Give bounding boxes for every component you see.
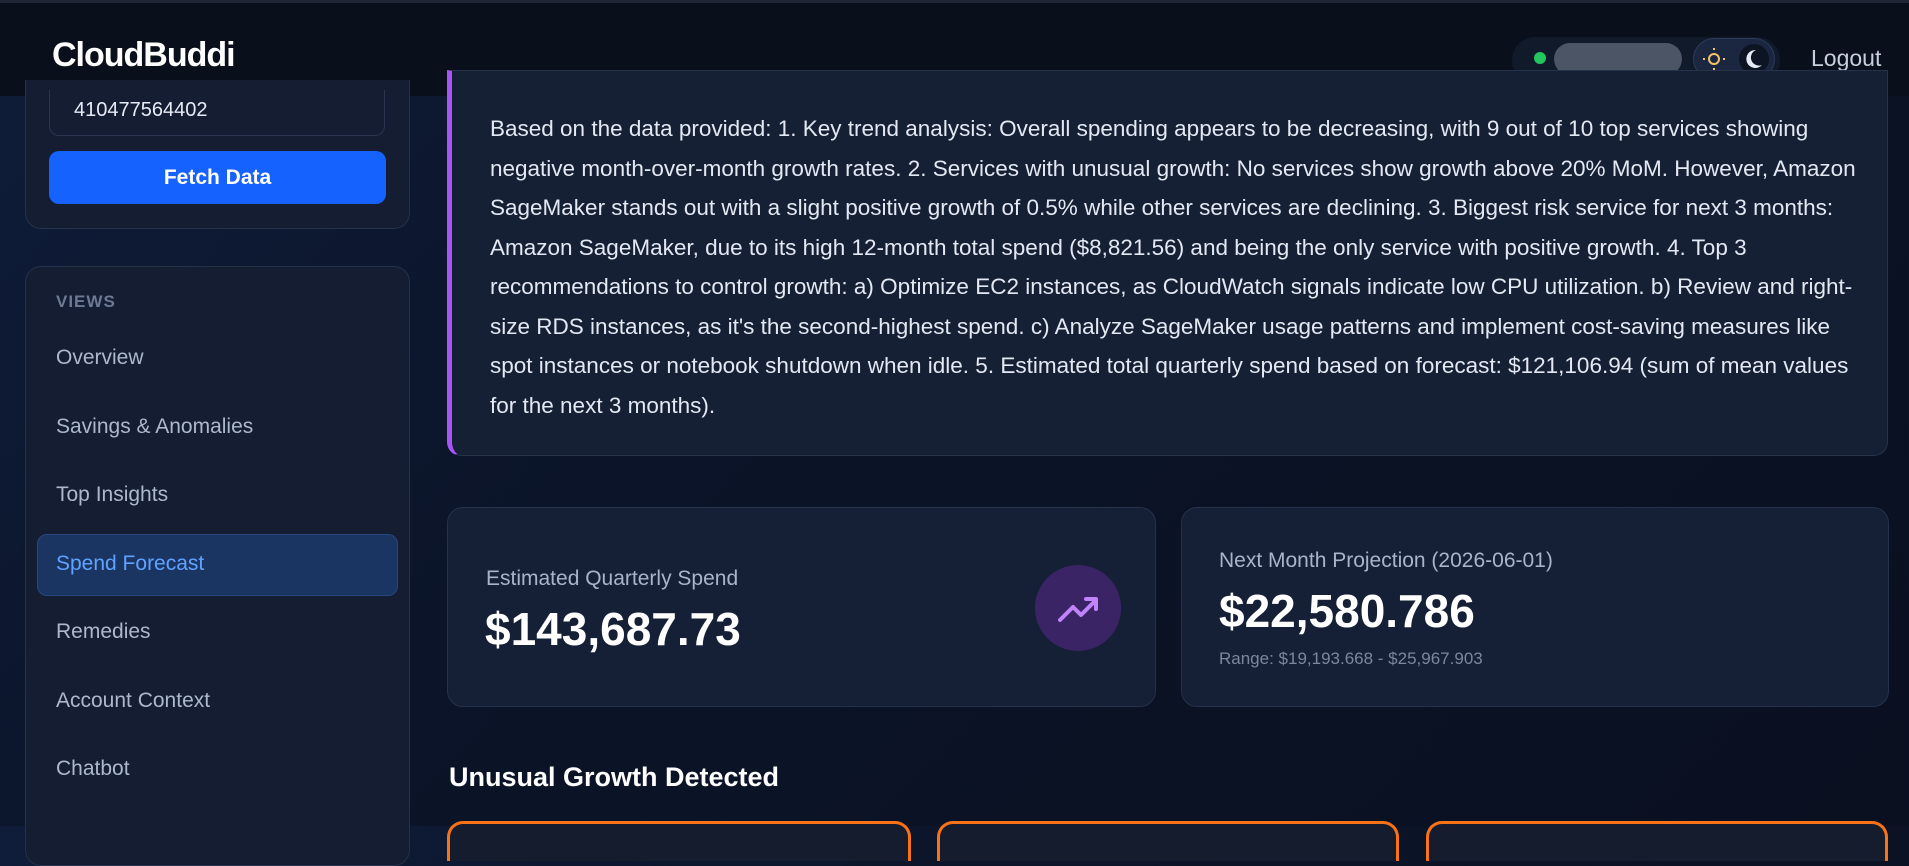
fetch-button[interactable]: Fetch Data xyxy=(49,151,386,204)
nav-item[interactable]: Overview xyxy=(56,346,144,369)
user-pill[interactable] xyxy=(1554,43,1682,75)
views-label: VIEWS xyxy=(56,292,116,311)
card-value: $22,580.786 xyxy=(1219,585,1475,637)
nav-item[interactable]: Top Insights xyxy=(56,483,169,506)
section-title: Unusual Growth Detected xyxy=(449,762,780,792)
card-label: Estimated Quarterly Spend xyxy=(486,567,739,590)
card-label: Next Month Projection (2026-06-01) xyxy=(1219,549,1553,572)
quarterly-card: Estimated Quarterly Spend $143,687.73 xyxy=(447,507,1156,707)
trend-icon xyxy=(1035,565,1121,651)
nav-item[interactable]: Savings & Anomalies xyxy=(56,415,254,438)
account-input[interactable]: 410477564402 xyxy=(49,90,385,136)
active-highlight xyxy=(37,534,398,596)
growth-card xyxy=(1426,821,1888,861)
nav-item[interactable]: Account Context xyxy=(56,689,211,712)
nav-item[interactable]: Remedies xyxy=(56,620,151,643)
theme-icons xyxy=(1703,44,1769,74)
card-range: Range: $19,193.668 - $25,967.903 xyxy=(1219,649,1483,668)
card-value: $143,687.73 xyxy=(485,603,741,655)
nav-item[interactable]: Spend Forecast xyxy=(56,552,205,575)
growth-card xyxy=(937,821,1399,861)
insight-text: Based on the data provided: 1. Key trend… xyxy=(447,70,1888,456)
status-dot xyxy=(1534,52,1546,64)
logout[interactable]: Logout xyxy=(1811,45,1882,71)
projection-card: Next Month Projection (2026-06-01) $22,5… xyxy=(1181,507,1889,707)
growth-card xyxy=(447,821,911,861)
logo[interactable]: CloudBuddi xyxy=(52,36,236,74)
nav-item[interactable]: Chatbot xyxy=(56,757,130,780)
